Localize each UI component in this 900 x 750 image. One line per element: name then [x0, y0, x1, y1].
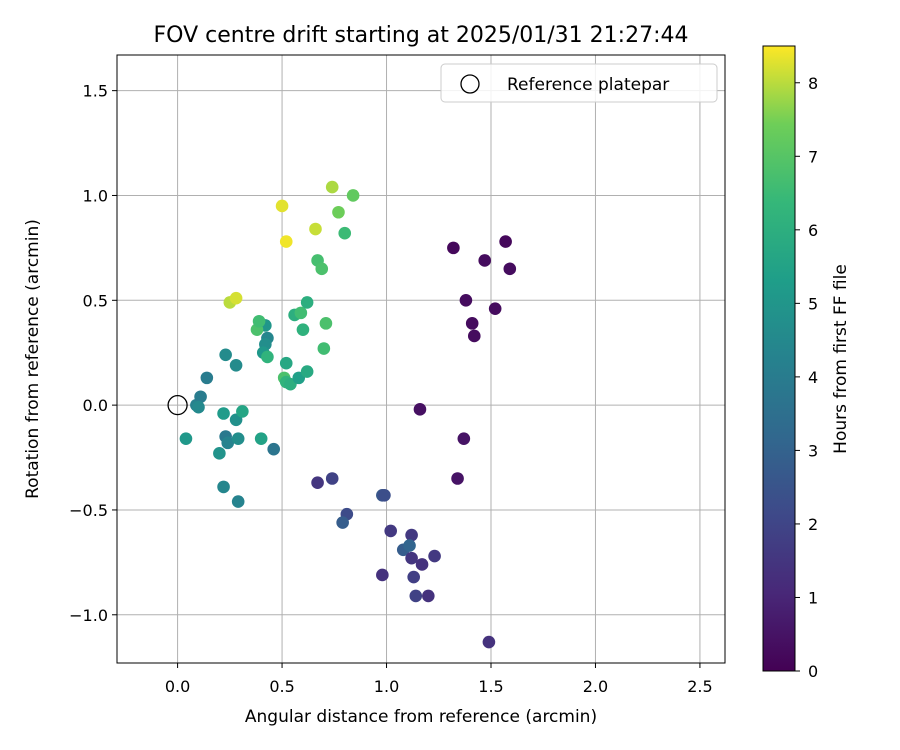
data-point	[309, 222, 322, 236]
data-point	[403, 539, 416, 552]
data-point	[376, 568, 389, 582]
data-point	[384, 524, 398, 538]
colorbar-tick-label: 4	[808, 368, 818, 387]
data-point	[213, 447, 226, 460]
y-tick-label: 1.0	[83, 186, 108, 205]
data-point	[267, 442, 281, 456]
colorbar-tick-label: 2	[808, 515, 818, 534]
data-point	[229, 291, 243, 305]
data-point	[407, 570, 420, 584]
colorbar-tick-label: 8	[808, 74, 818, 93]
y-tick-label: −1.0	[69, 606, 108, 625]
data-point	[346, 189, 360, 202]
data-point	[317, 342, 331, 355]
data-point	[405, 528, 418, 542]
x-tick-label: 0.0	[165, 677, 190, 696]
data-point	[300, 296, 314, 309]
data-point	[231, 495, 245, 508]
colorbar-label: Hours from first FF file	[831, 264, 851, 454]
y-tick-label: 0.0	[83, 396, 108, 415]
x-tick-label: 1.0	[374, 677, 399, 696]
legend: Reference platepar	[440, 63, 718, 103]
data-point	[428, 549, 441, 563]
data-point	[261, 350, 274, 364]
reference-point-marker	[167, 394, 188, 416]
colorbar-tick-label: 7	[808, 147, 818, 166]
colorbar-ticks: 0 1 2 3 4 5 6 7 8	[795, 74, 818, 681]
data-point	[488, 302, 502, 315]
data-point	[482, 635, 496, 649]
grid-lines	[117, 55, 725, 663]
chart-title: FOV centre drift starting at 2025/01/31 …	[154, 23, 689, 48]
colorbar-tick-label: 5	[808, 294, 818, 313]
data-point	[194, 390, 207, 404]
colorbar-tick-label: 0	[808, 662, 818, 681]
data-point	[478, 254, 492, 267]
data-point	[279, 356, 293, 370]
data-point	[217, 480, 230, 494]
data-point	[252, 314, 266, 328]
y-tick-label: −0.5	[69, 501, 108, 520]
y-axis-ticks: −1.0 −0.5 0.0 0.5 1.0 1.5	[69, 82, 117, 625]
data-point	[405, 551, 418, 565]
data-point	[457, 432, 471, 445]
data-point	[231, 432, 245, 445]
data-point	[179, 432, 193, 445]
data-point	[325, 472, 339, 485]
data-point	[499, 235, 512, 248]
data-point	[200, 371, 214, 385]
data-point	[319, 317, 333, 330]
data-point	[300, 365, 314, 378]
y-tick-label: 0.5	[83, 291, 108, 310]
data-point	[325, 180, 339, 194]
colorbar-tick-label: 3	[808, 441, 818, 460]
data-point	[221, 436, 235, 450]
data-point	[338, 226, 352, 240]
colorbar: 0 1 2 3 4 5 6 7 8 Hours from first FF file	[762, 45, 851, 681]
data-point	[447, 241, 460, 255]
data-point	[332, 205, 345, 219]
data-point	[503, 262, 517, 276]
data-point	[451, 472, 464, 485]
plot-frame	[116, 54, 726, 664]
x-tick-label: 2.5	[687, 677, 712, 696]
x-tick-label: 2.0	[583, 677, 608, 696]
colorbar-gradient	[762, 45, 796, 672]
data-point	[413, 403, 427, 416]
x-tick-label: 0.5	[269, 677, 294, 696]
y-tick-label: 1.5	[83, 82, 108, 101]
x-tick-label: 1.5	[478, 677, 503, 696]
data-point	[219, 348, 232, 362]
data-point	[422, 589, 435, 603]
reference-marker	[167, 394, 188, 416]
data-point	[467, 329, 481, 343]
data-point	[229, 358, 243, 372]
data-point	[465, 317, 479, 330]
data-point	[275, 199, 289, 213]
data-point	[296, 323, 310, 336]
data-point	[315, 262, 329, 276]
data-point	[279, 235, 293, 248]
y-axis-label: Rotation from reference (arcmin)	[23, 219, 43, 499]
legend-box	[440, 63, 718, 103]
data-point	[409, 589, 423, 603]
legend-reference-marker	[460, 74, 480, 94]
data-point	[254, 432, 268, 445]
colorbar-tick-label: 1	[808, 588, 818, 607]
data-point	[311, 476, 324, 489]
data-point	[378, 488, 391, 502]
data-point	[217, 407, 230, 420]
data-point	[294, 306, 308, 320]
legend-label: Reference platepar	[507, 75, 669, 95]
x-axis-ticks: 0.0 0.5 1.0 1.5 2.0 2.5	[165, 663, 713, 696]
data-point	[192, 400, 205, 414]
x-axis-label: Angular distance from reference (arcmin)	[245, 707, 597, 727]
data-point	[336, 516, 349, 529]
data-points	[179, 180, 517, 649]
data-point	[236, 405, 249, 418]
data-point	[415, 558, 429, 571]
data-point	[459, 293, 473, 307]
colorbar-tick-label: 6	[808, 221, 818, 240]
